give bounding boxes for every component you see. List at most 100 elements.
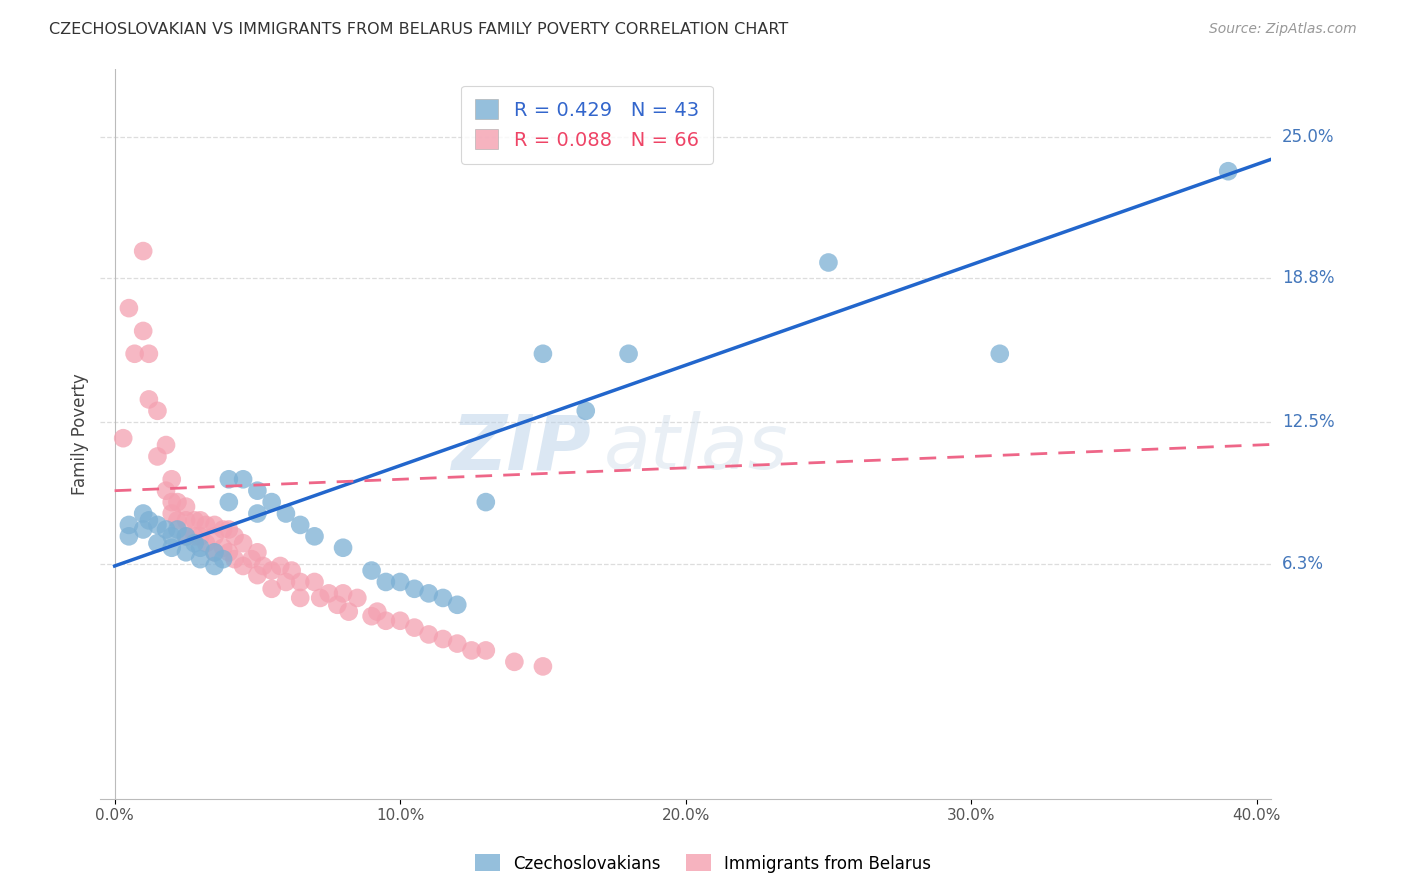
Text: atlas: atlas <box>603 411 789 485</box>
Point <box>188 529 211 543</box>
Point <box>118 529 141 543</box>
Point <box>332 541 354 555</box>
Point <box>204 559 226 574</box>
Point <box>432 591 454 605</box>
Point <box>218 545 240 559</box>
Point <box>146 536 169 550</box>
Point <box>374 614 396 628</box>
Point <box>232 559 254 574</box>
Point <box>1218 164 1240 178</box>
Text: 25.0%: 25.0% <box>1282 128 1334 146</box>
Point <box>174 500 197 514</box>
Point <box>160 472 183 486</box>
Point <box>260 582 283 596</box>
Point <box>160 541 183 555</box>
Point <box>188 552 211 566</box>
Point <box>460 643 482 657</box>
Text: ZIP: ZIP <box>453 411 592 485</box>
Point <box>166 495 188 509</box>
Point <box>174 529 197 543</box>
Point <box>195 536 218 550</box>
Point <box>246 483 269 498</box>
Point <box>988 347 1011 361</box>
Point <box>290 517 312 532</box>
Point <box>389 614 412 628</box>
Point <box>218 495 240 509</box>
Point <box>124 347 146 361</box>
Point <box>204 517 226 532</box>
Point <box>246 545 269 559</box>
Point <box>274 507 297 521</box>
Point <box>232 472 254 486</box>
Point <box>204 545 226 559</box>
Point <box>252 559 274 574</box>
Point <box>118 301 141 315</box>
Point <box>118 517 141 532</box>
Point <box>232 536 254 550</box>
Legend: R = 0.429   N = 43, R = 0.088   N = 66: R = 0.429 N = 43, R = 0.088 N = 66 <box>461 86 713 163</box>
Point <box>174 529 197 543</box>
Text: 6.3%: 6.3% <box>1282 555 1324 573</box>
Point <box>575 404 598 418</box>
Point <box>138 392 160 407</box>
Point <box>346 591 368 605</box>
Point <box>183 529 205 543</box>
Point <box>146 517 169 532</box>
Point <box>160 495 183 509</box>
Point <box>332 586 354 600</box>
Point <box>146 450 169 464</box>
Point <box>404 621 426 635</box>
Point <box>817 255 839 269</box>
Text: Source: ZipAtlas.com: Source: ZipAtlas.com <box>1209 22 1357 37</box>
Point <box>218 523 240 537</box>
Point <box>446 637 468 651</box>
Point <box>160 507 183 521</box>
Point <box>389 574 412 589</box>
Point <box>404 582 426 596</box>
Point <box>326 598 349 612</box>
Point <box>138 347 160 361</box>
Point <box>475 643 498 657</box>
Point <box>418 627 440 641</box>
Point <box>366 605 388 619</box>
Point <box>218 472 240 486</box>
Point <box>260 495 283 509</box>
Point <box>274 574 297 589</box>
Point <box>183 536 205 550</box>
Point <box>503 655 526 669</box>
Point <box>112 431 135 445</box>
Point <box>204 545 226 559</box>
Point <box>224 529 246 543</box>
Point <box>160 529 183 543</box>
Point <box>212 523 235 537</box>
Legend: Czechoslovakians, Immigrants from Belarus: Czechoslovakians, Immigrants from Belaru… <box>468 847 938 880</box>
Point <box>174 513 197 527</box>
Point <box>531 347 554 361</box>
Point <box>212 552 235 566</box>
Point <box>132 244 155 258</box>
Y-axis label: Family Poverty: Family Poverty <box>72 373 89 494</box>
Point <box>290 591 312 605</box>
Point <box>212 541 235 555</box>
Point <box>418 586 440 600</box>
Point <box>374 574 396 589</box>
Point <box>166 513 188 527</box>
Point <box>260 564 283 578</box>
Point <box>432 632 454 646</box>
Text: 12.5%: 12.5% <box>1282 413 1334 431</box>
Point <box>132 507 155 521</box>
Point <box>132 523 155 537</box>
Point <box>174 545 197 559</box>
Point <box>280 564 302 578</box>
Text: CZECHOSLOVAKIAN VS IMMIGRANTS FROM BELARUS FAMILY POVERTY CORRELATION CHART: CZECHOSLOVAKIAN VS IMMIGRANTS FROM BELAR… <box>49 22 789 37</box>
Point <box>195 517 218 532</box>
Point <box>166 523 188 537</box>
Point <box>146 404 169 418</box>
Point <box>304 574 326 589</box>
Point <box>617 347 640 361</box>
Point <box>183 513 205 527</box>
Point <box>360 564 382 578</box>
Point <box>304 529 326 543</box>
Point <box>475 495 498 509</box>
Point <box>204 529 226 543</box>
